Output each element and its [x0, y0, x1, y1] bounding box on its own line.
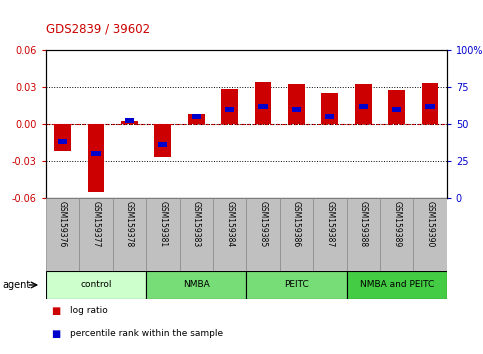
Text: GDS2839 / 39602: GDS2839 / 39602	[46, 22, 150, 35]
Bar	[355, 84, 371, 124]
Text: agent: agent	[2, 280, 30, 290]
Text: ■: ■	[51, 306, 60, 316]
Bar	[413, 198, 447, 271]
Bar	[213, 198, 246, 271]
Text: GSM159383: GSM159383	[192, 201, 201, 247]
Text: GSM159390: GSM159390	[426, 201, 435, 247]
Text: GSM159378: GSM159378	[125, 201, 134, 247]
Bar	[380, 198, 413, 271]
Bar	[58, 139, 67, 144]
Bar	[255, 82, 271, 124]
Bar	[87, 124, 104, 192]
Bar	[258, 104, 268, 109]
Bar	[79, 198, 113, 271]
Bar	[288, 84, 305, 124]
Bar	[158, 142, 168, 147]
Text: ■: ■	[51, 329, 60, 339]
Bar	[325, 114, 334, 119]
Bar	[146, 198, 180, 271]
Bar	[192, 114, 201, 119]
Bar	[347, 198, 380, 271]
Text: percentile rank within the sample: percentile rank within the sample	[70, 329, 223, 338]
Bar	[347, 271, 447, 299]
Bar	[392, 107, 401, 112]
Bar	[54, 124, 71, 151]
Text: GSM159387: GSM159387	[326, 201, 334, 247]
Text: GSM159384: GSM159384	[225, 201, 234, 247]
Text: control: control	[80, 280, 112, 290]
Text: GSM159381: GSM159381	[158, 201, 167, 247]
Bar	[155, 124, 171, 157]
Bar	[188, 114, 205, 124]
Bar	[292, 107, 301, 112]
Bar	[180, 198, 213, 271]
Text: PEITC: PEITC	[284, 280, 309, 290]
Bar	[422, 83, 439, 124]
Bar	[280, 198, 313, 271]
Text: NMBA and PEITC: NMBA and PEITC	[359, 280, 434, 290]
Text: GSM159388: GSM159388	[359, 201, 368, 247]
Text: GSM159385: GSM159385	[258, 201, 268, 247]
Bar	[322, 93, 338, 124]
Bar	[313, 198, 347, 271]
Bar	[46, 198, 79, 271]
Text: GSM159376: GSM159376	[58, 201, 67, 247]
Bar	[121, 121, 138, 124]
Bar	[225, 107, 234, 112]
Bar	[113, 198, 146, 271]
Bar	[246, 271, 347, 299]
Bar	[359, 104, 368, 109]
Bar	[91, 151, 100, 156]
Bar	[221, 89, 238, 124]
Text: GSM159377: GSM159377	[91, 201, 100, 247]
Text: NMBA: NMBA	[183, 280, 210, 290]
Text: GSM159386: GSM159386	[292, 201, 301, 247]
Bar	[388, 91, 405, 124]
Text: GSM159389: GSM159389	[392, 201, 401, 247]
Bar	[146, 271, 246, 299]
Bar	[426, 104, 435, 109]
Text: log ratio: log ratio	[70, 306, 108, 315]
Bar	[125, 119, 134, 124]
Bar	[46, 271, 146, 299]
Bar	[246, 198, 280, 271]
